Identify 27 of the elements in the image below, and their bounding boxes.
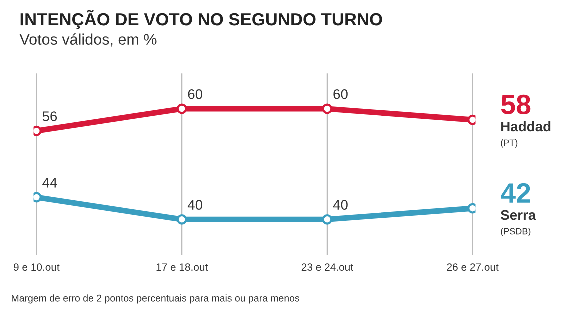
point (34, 192, 42, 203)
point (468, 203, 476, 214)
x-tick-label: 26 e 27.out (447, 264, 499, 272)
data-label: 56 (42, 112, 58, 122)
x-tick-label: 23 e 24.out (302, 264, 354, 272)
point (468, 114, 476, 126)
point (176, 104, 188, 114)
series-label: Serra (501, 210, 536, 220)
data-label: 60 (334, 89, 348, 100)
chart-title: INTENÇÃO DE VOTO NO SEGUNDO TURNO (20, 10, 382, 30)
data-label: 60 (188, 89, 203, 100)
chart-subtitle: Votos válidos, em % (20, 34, 157, 47)
x-tick-label: 17 e 18.out (156, 264, 208, 272)
text: Margem de erro de 2 pontos percentuais para mais ou para menos (12, 294, 300, 304)
point (322, 104, 333, 114)
annotation: (PT) (501, 139, 518, 148)
point (176, 214, 188, 225)
point (34, 126, 42, 136)
data-label: 58 (501, 94, 531, 115)
x-tick-label: 9 e 10.out (14, 264, 60, 272)
data-label: 40 (333, 200, 348, 210)
point (322, 214, 333, 225)
data-label: 40 (188, 200, 203, 210)
data-label: 42 (501, 183, 530, 203)
data-label: 44 (42, 178, 58, 188)
series-label: Haddad (502, 121, 551, 132)
text: (PSDB) (501, 228, 531, 236)
